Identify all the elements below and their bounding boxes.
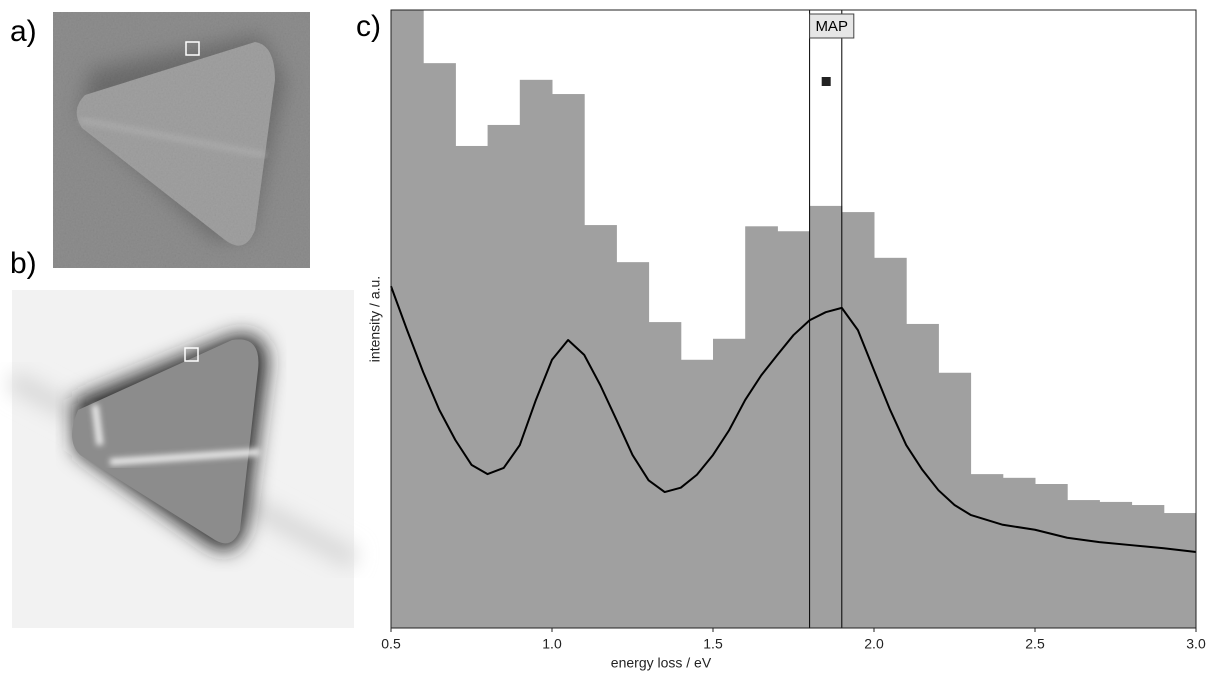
histogram-bar (1163, 513, 1197, 628)
histogram-bar (713, 338, 746, 628)
histogram-bar (1035, 484, 1068, 628)
histogram-bar (1067, 500, 1100, 628)
histogram-bar (391, 10, 424, 628)
x-tick-label: 0.5 (381, 636, 401, 652)
x-tick-label: 2.5 (1025, 636, 1045, 652)
x-tick-label: 3.0 (1186, 636, 1206, 652)
histogram-bar (584, 225, 617, 628)
x-tick-label: 1.0 (542, 636, 562, 652)
histogram-bar (423, 63, 456, 628)
histogram-bar (874, 257, 907, 628)
histogram-bar (1131, 505, 1165, 628)
histogram-bar (1099, 501, 1133, 628)
map-box (809, 13, 855, 39)
histogram-bar (680, 359, 714, 628)
histogram-bar (745, 226, 778, 629)
x-tick-label: 1.5 (703, 636, 723, 652)
histogram-bar (616, 262, 650, 628)
spectrum-line (390, 285, 1197, 553)
histogram-bar (519, 79, 553, 629)
histogram-bar (841, 212, 875, 628)
histogram-bar (552, 94, 585, 629)
histogram-bar (777, 231, 811, 628)
panel-label: c) (356, 10, 381, 43)
x-axis-label: energy loss / eV (611, 655, 712, 671)
histogram-bar (906, 323, 939, 628)
histogram-bar (809, 205, 843, 628)
histogram-bar (487, 124, 521, 628)
map-label: MAP (815, 18, 848, 35)
image-a (53, 12, 310, 268)
plot: MAP 0.5 1.0 1.5 2.0 2.5 3.0 (381, 9, 1206, 652)
histogram-bar (455, 145, 489, 628)
histogram-bar (648, 322, 682, 628)
panel-label: a) (10, 15, 37, 48)
image-b (7, 290, 359, 628)
y-axis-label: intensity / a.u. (367, 276, 383, 362)
panel-label: b) (10, 247, 37, 280)
plot-frame (390, 9, 1197, 629)
histogram-bar (970, 474, 1004, 628)
map-marker (821, 77, 831, 86)
histogram-bar (1002, 477, 1036, 628)
histogram-bar (938, 372, 972, 628)
x-tick-label: 2.0 (864, 636, 884, 652)
